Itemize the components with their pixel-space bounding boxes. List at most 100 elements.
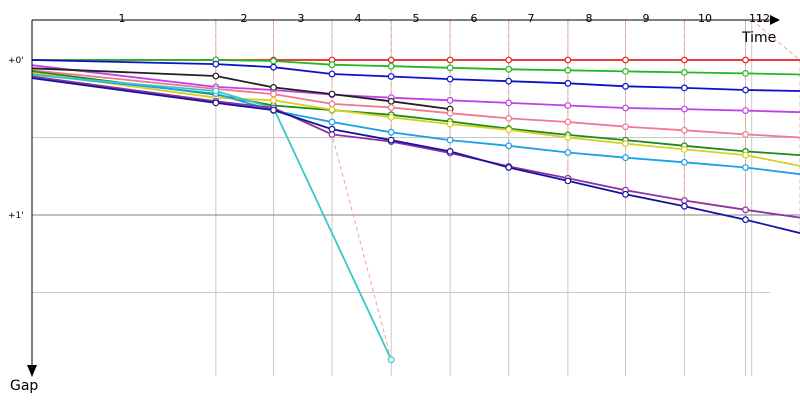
data-point [564, 79, 572, 87]
data-point [622, 56, 629, 64]
series-line [31, 77, 800, 234]
series-line [31, 70, 800, 156]
data-point [622, 190, 629, 198]
data-point [446, 109, 454, 117]
x-tick-label: 8 [586, 12, 593, 25]
data-point [270, 96, 277, 104]
data-point [622, 82, 629, 90]
x-tick-label: 6 [471, 12, 478, 25]
series-line [32, 59, 800, 76]
x-tick-label: 3 [298, 12, 305, 25]
data-point [564, 56, 572, 64]
data-point [446, 120, 454, 128]
data-point [446, 75, 454, 83]
y-tick-labels: +0' +1' [8, 56, 24, 221]
data-point [622, 67, 629, 75]
series-line [31, 69, 800, 139]
x-axis-arrow-icon [770, 15, 780, 25]
x-tick-label: 11 [749, 12, 763, 25]
data-point [328, 100, 336, 108]
series-line [31, 64, 800, 114]
data-point [387, 104, 395, 111]
data-point [505, 56, 513, 64]
data-point [446, 64, 454, 72]
x-tick-label: 9 [643, 12, 650, 25]
y-axis-arrow-icon [27, 365, 37, 377]
data-point [742, 206, 749, 214]
series-lines [31, 59, 800, 361]
series-line [31, 59, 800, 92]
data-point [446, 56, 454, 64]
data-point [622, 104, 629, 112]
data-point [622, 140, 629, 148]
data-point [742, 56, 749, 64]
data-point [505, 77, 513, 85]
data-point [681, 197, 688, 204]
data-point [387, 73, 395, 80]
data-point [387, 56, 395, 64]
data-point [505, 99, 513, 107]
lap-marker-line [331, 19, 392, 360]
series-line [31, 72, 800, 167]
lap-marker-line [751, 19, 800, 234]
x-axis-title: Time [741, 30, 776, 46]
data-point [505, 164, 513, 171]
data-point [681, 158, 688, 166]
data-point [446, 96, 454, 104]
data-point [387, 97, 395, 105]
data-point [212, 87, 220, 95]
data-point [387, 113, 395, 121]
data-point [328, 61, 336, 69]
series-points [212, 56, 749, 364]
data-point [681, 145, 688, 153]
data-point [564, 66, 572, 74]
data-point [564, 118, 572, 126]
data-point [270, 57, 277, 65]
y-axis-title: Gap [10, 378, 38, 394]
data-point [328, 90, 336, 98]
data-point [446, 136, 454, 144]
data-point [328, 125, 336, 133]
data-point [212, 60, 220, 68]
data-point [681, 68, 688, 76]
x-tick-label: 4 [355, 12, 362, 25]
data-point [270, 106, 277, 114]
x-tick-label: 5 [413, 12, 420, 25]
data-point [681, 84, 688, 92]
data-point [505, 142, 513, 150]
data-point [622, 154, 629, 162]
series-line [31, 74, 393, 361]
data-point [212, 72, 220, 80]
x-tick-label: 7 [528, 12, 535, 25]
data-point [681, 126, 688, 134]
data-point [742, 69, 749, 77]
series-line [31, 67, 451, 110]
data-point [212, 99, 220, 107]
data-point [505, 65, 513, 73]
data-point [742, 164, 749, 171]
x-tick-label: 1 [119, 12, 126, 25]
data-point [742, 151, 749, 159]
data-point [681, 105, 688, 113]
data-point [328, 70, 336, 78]
data-point [681, 56, 688, 64]
x-tick-label: 10 [698, 12, 712, 25]
x-tick-label: 12 [756, 12, 770, 25]
data-point [446, 147, 454, 155]
data-point [270, 90, 277, 98]
data-point [505, 126, 513, 134]
data-point [270, 83, 277, 91]
data-point [564, 102, 572, 109]
data-point [681, 202, 688, 210]
data-point [387, 128, 395, 136]
data-point [742, 216, 749, 224]
data-point [564, 177, 572, 185]
data-point [564, 134, 572, 141]
y-tick-label: +0' [8, 56, 24, 66]
data-point [505, 114, 513, 122]
data-point [328, 106, 336, 113]
data-point [564, 149, 572, 156]
x-tick-label: 2 [241, 12, 248, 25]
